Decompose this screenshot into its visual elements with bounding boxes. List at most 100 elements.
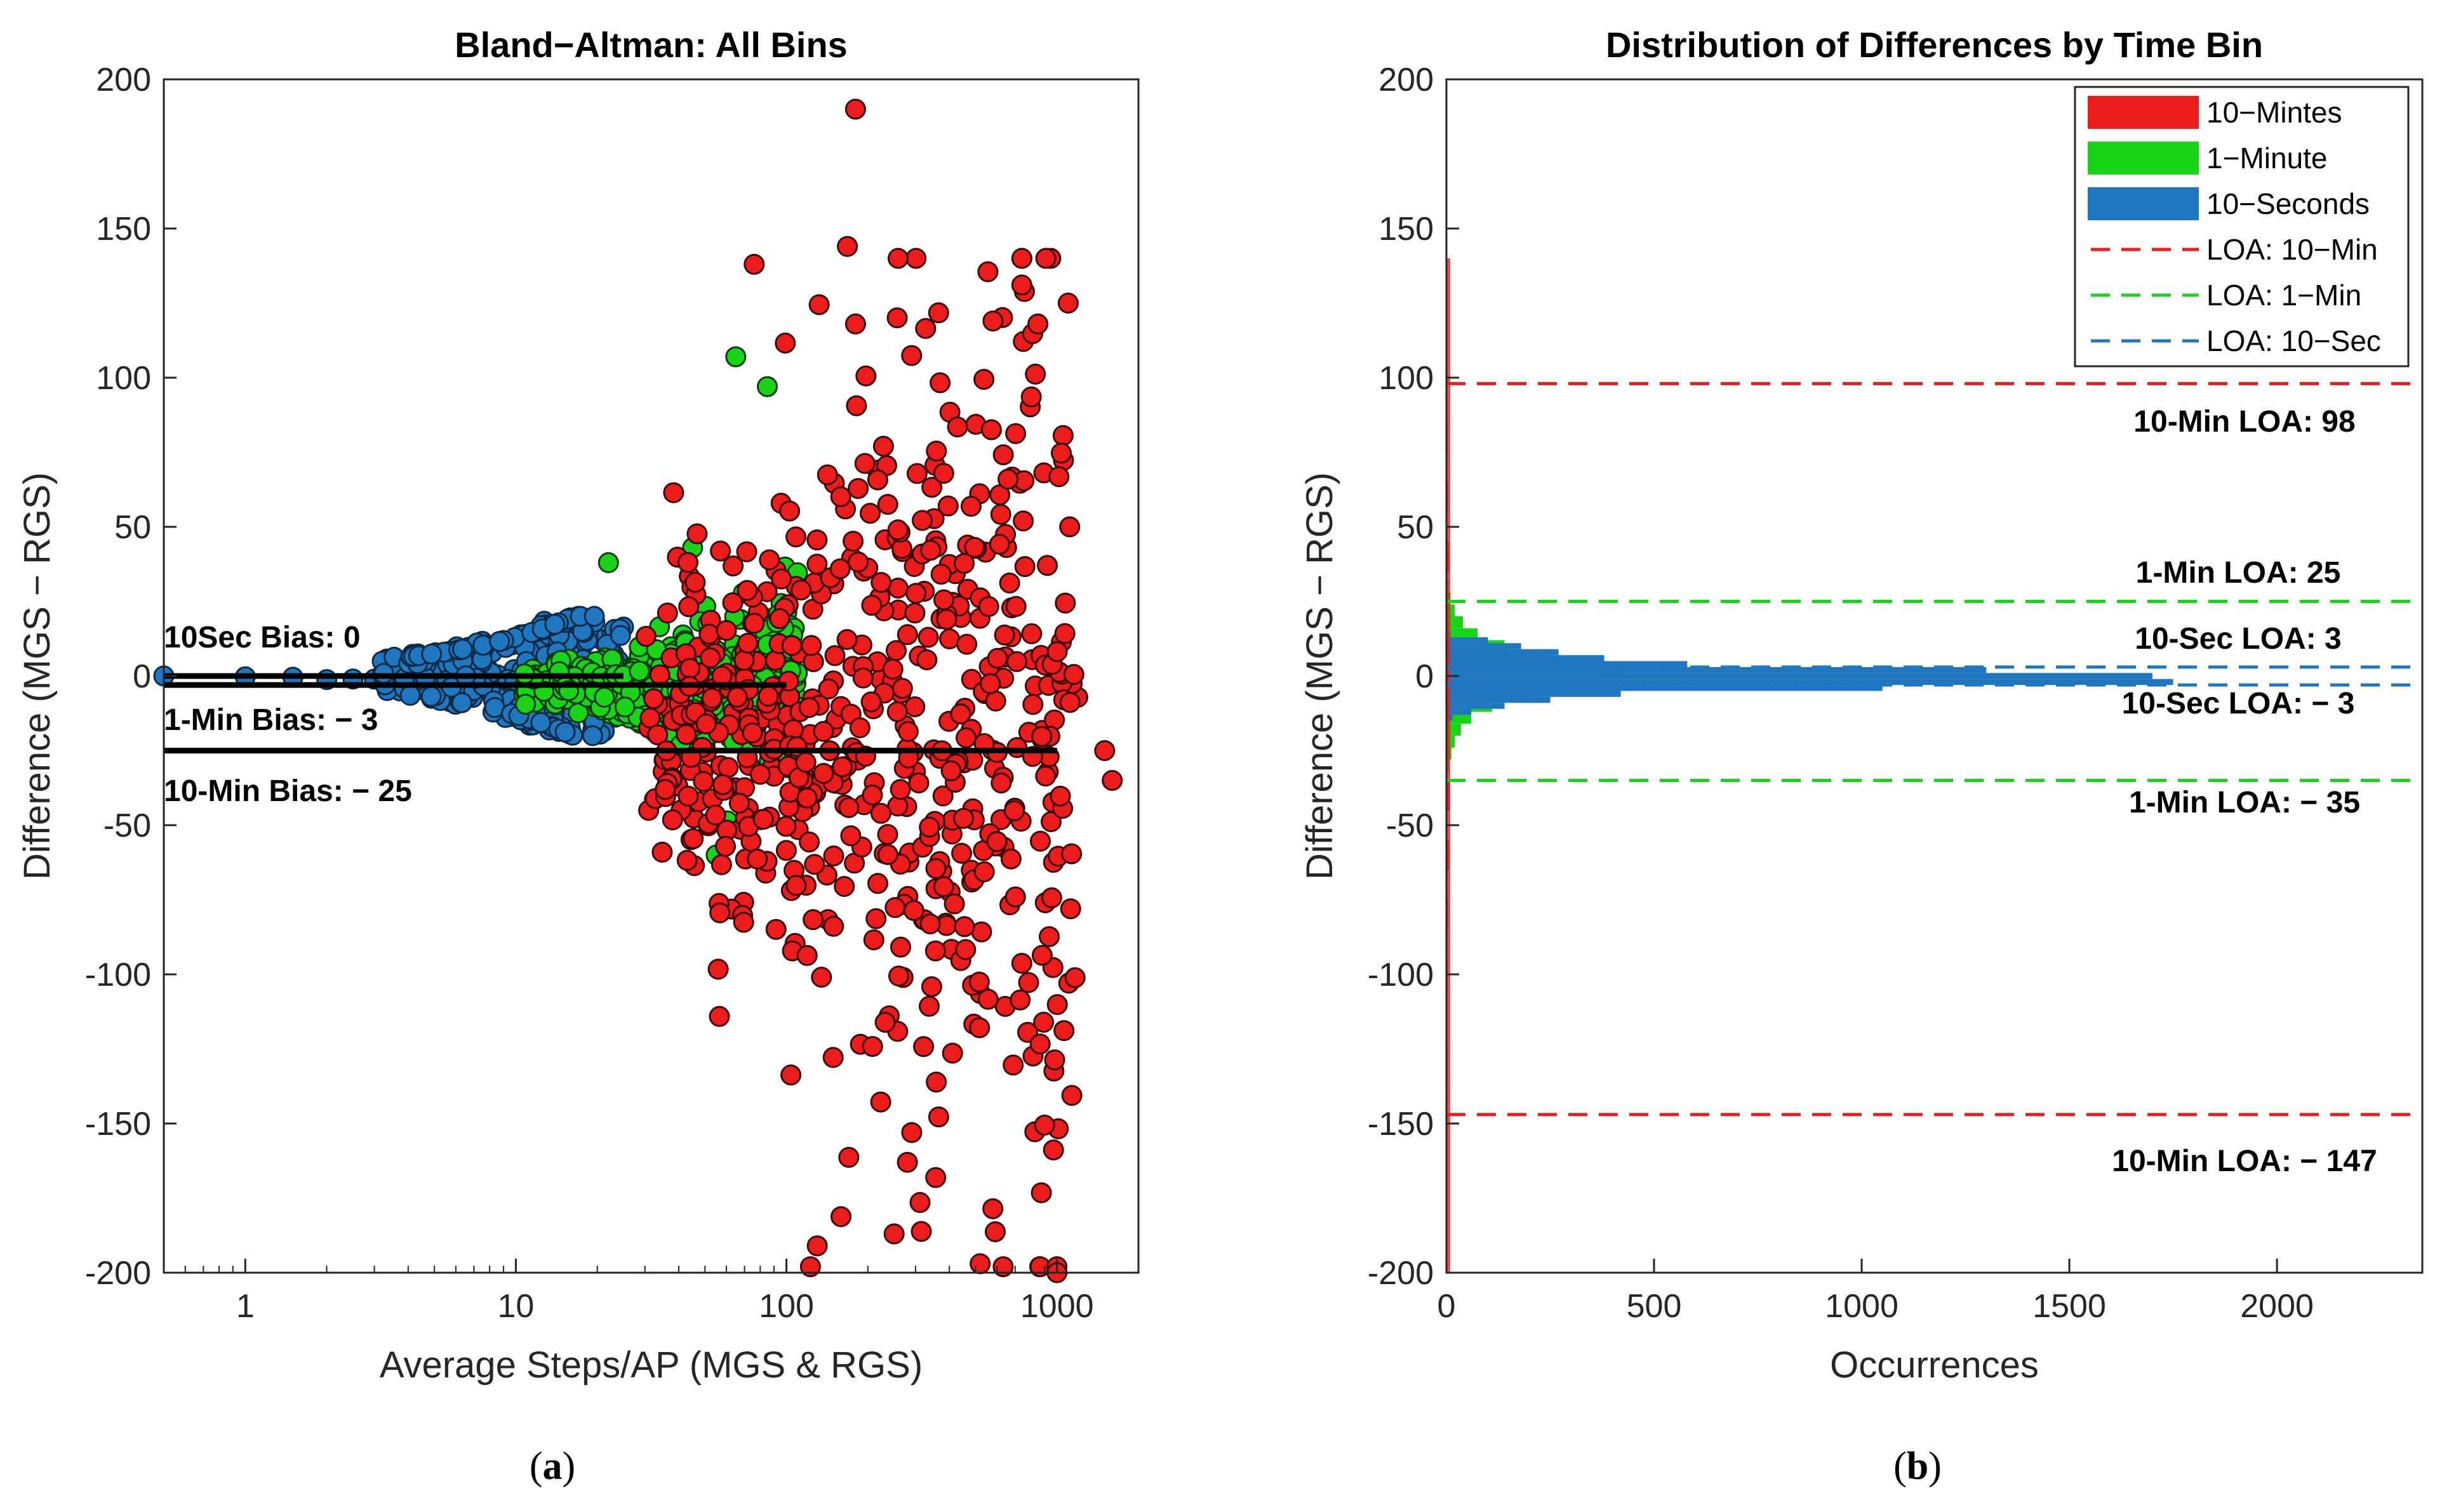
bias-label-10min: 10-Min Bias: − 25 (164, 774, 412, 808)
y-tick-label: -100 (85, 957, 151, 993)
point-10min (811, 967, 832, 988)
point-10min (960, 496, 982, 517)
point-10min (1053, 1020, 1075, 1042)
point-10min (1041, 887, 1062, 908)
point-10min (813, 762, 834, 784)
point-10min (775, 840, 797, 861)
point-10min (877, 844, 898, 865)
point-10min (1031, 1182, 1052, 1204)
point-1min (594, 687, 615, 708)
point-10min (1037, 555, 1058, 576)
point-10min (733, 649, 755, 671)
point-10min (736, 541, 757, 562)
point-10sec (451, 639, 473, 660)
point-10min (823, 915, 844, 937)
point-10sec (451, 692, 472, 713)
point-10min (844, 313, 866, 335)
point-10min (906, 463, 928, 484)
point-10min (747, 848, 768, 870)
hist-bar-10-seconds (1446, 696, 1551, 703)
point-10min (901, 345, 923, 366)
point-10min (722, 592, 744, 614)
point-10min (832, 756, 853, 778)
point-10min (926, 1071, 947, 1093)
point-1min (515, 693, 537, 715)
point-10min (1011, 248, 1032, 269)
x-axis-label-b: Occurrences (1830, 1344, 2039, 1386)
point-10min (928, 302, 949, 324)
y-tick-label: -200 (85, 1255, 151, 1292)
point-10sec (530, 712, 552, 733)
y-axis-b: -200 -150 -100 -50 0 50 100 150 200 (1368, 62, 1459, 1292)
point-10min (1050, 785, 1071, 807)
point-10min (1005, 595, 1027, 617)
point-10min (840, 825, 862, 847)
point-10min (897, 624, 918, 646)
point-10min (822, 1047, 844, 1068)
point-10min (709, 902, 731, 924)
point-10min (909, 1191, 931, 1213)
y-tick-label: 100 (96, 360, 151, 397)
point-10sec (544, 614, 566, 635)
hist-bar-10-seconds (1446, 655, 1605, 661)
point-10min (980, 673, 1001, 694)
point-10min (643, 688, 664, 710)
point-10min (985, 690, 1006, 712)
loa-lines (1446, 381, 2422, 1117)
point-10min (803, 909, 824, 931)
point-10min (1029, 1033, 1051, 1055)
point-10min (917, 627, 939, 648)
point-10min (999, 573, 1020, 594)
legend-swatch (2088, 96, 2199, 129)
point-10min (677, 785, 699, 807)
point-10min (860, 503, 881, 524)
point-10min (1061, 1085, 1083, 1106)
point-10min (862, 1036, 883, 1058)
point-10min (796, 787, 818, 809)
point-10min (991, 773, 1012, 793)
point-10min (977, 261, 999, 282)
point-10min (986, 831, 1008, 852)
point-10min (801, 635, 822, 656)
point-10min (765, 918, 787, 940)
point-10min (882, 658, 904, 680)
point-10min (829, 558, 851, 580)
point-10min (852, 667, 874, 689)
point-10min (1014, 556, 1036, 578)
x-tick-label: 500 (1627, 1288, 1682, 1325)
point-10min (1006, 651, 1027, 672)
point-10min (806, 529, 828, 551)
y-tick-label: 0 (133, 658, 151, 695)
point-10min (987, 647, 1008, 669)
point-10min (901, 1122, 923, 1143)
point-10min (781, 635, 803, 656)
point-10min (663, 482, 684, 503)
point-10min (890, 936, 911, 958)
point-10min (733, 912, 754, 933)
point-10min (749, 764, 771, 785)
point-10min (932, 785, 954, 807)
point-10min (785, 526, 806, 548)
point-10min (700, 647, 721, 668)
point-10min (1064, 967, 1086, 988)
point-10min (678, 596, 700, 618)
point-10min (1030, 830, 1051, 852)
bias-label-10sec: 10Sec Bias: 0 (164, 621, 361, 654)
point-10min (712, 774, 733, 795)
point-10min (982, 310, 1004, 332)
point-10min (830, 486, 851, 507)
point-10min (677, 552, 698, 573)
point-10min (874, 1012, 896, 1033)
point-10min (947, 416, 968, 438)
point-1min (725, 346, 747, 368)
point-10sec (584, 606, 605, 627)
point-10min (861, 595, 883, 616)
x-tick-label: 0 (1438, 1288, 1456, 1325)
point-10min (695, 713, 717, 734)
point-10min (723, 555, 744, 577)
point-10sec (610, 625, 631, 646)
point-10min (877, 494, 898, 515)
point-10min (911, 1221, 932, 1242)
point-10min (785, 875, 807, 896)
